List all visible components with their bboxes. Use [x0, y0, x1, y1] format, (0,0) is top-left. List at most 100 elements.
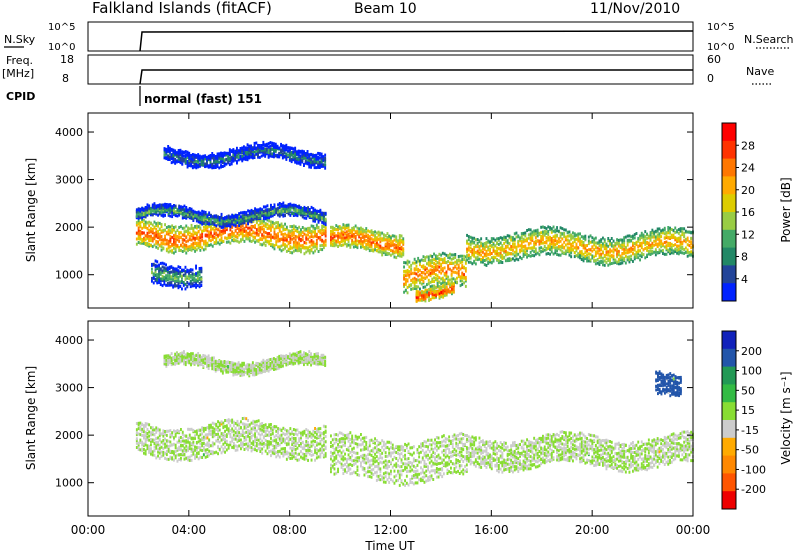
velocity-data-layer — [135, 350, 694, 487]
x-tick-label: 12:00 — [373, 523, 408, 537]
y-tick-label: 1000 — [55, 269, 83, 282]
y-tick-label: 3000 — [55, 174, 83, 187]
nave-right-tick-top: 60 — [707, 53, 721, 66]
colorbar-swatch — [722, 348, 736, 368]
x-tick-label: 16:00 — [474, 523, 509, 537]
power-panel: Slant Range [km] 1000 2000 3000 4000 28 24 20… — [24, 112, 793, 309]
noise-left-tick-bottom: 10^0 — [48, 42, 75, 53]
y-tick-label: 4000 — [55, 334, 83, 347]
freq-left-tick-bottom: 8 — [62, 72, 69, 85]
colorbar-swatch — [722, 420, 736, 439]
colorbar-tick-label: 8 — [741, 251, 748, 264]
date-label: 11/Nov/2010 — [590, 1, 680, 17]
cpid-label: CPID — [6, 90, 35, 103]
power-band-3 — [466, 225, 694, 267]
colorbar-swatch — [722, 491, 736, 510]
colorbar-tick-label: 12 — [741, 228, 755, 241]
x-axis-ticks: 00:00 04:00 08:00 12:00 16:00 20:00 00:00 — [71, 113, 711, 537]
colorbar-tick-label: 50 — [741, 384, 755, 397]
x-axis-label: Time UT — [364, 539, 415, 553]
colorbar-tick-label: -200 — [741, 483, 766, 496]
colorbar-swatch — [722, 140, 736, 160]
colorbar-tick-label: -100 — [741, 463, 766, 476]
colorbar-tick-label: 15 — [741, 404, 755, 417]
velocity-colorbar-label: Velocity [m s⁻¹] — [779, 371, 793, 464]
power-ylabel: Slant Range [km] — [24, 158, 38, 262]
colorbar-tick-label: 28 — [741, 139, 755, 152]
station-title: Falkland Islands (fitACF) — [92, 0, 272, 17]
noise-right-tick-bottom: 10^0 — [707, 42, 734, 53]
x-tick-label: 08:00 — [272, 523, 307, 537]
power-band-7 — [415, 280, 455, 303]
colorbar-swatch — [722, 283, 736, 302]
cpid-value: normal (fast) 151 — [144, 92, 262, 106]
power-colorbar-label: Power [dB] — [779, 177, 793, 242]
noise-panel: N.Sky 10^5 10^0 10^5 10^0 N.Search — [4, 21, 794, 53]
power-band-5 — [163, 140, 327, 170]
colorbar-swatch — [722, 455, 736, 474]
x-tick-label: 04:00 — [172, 523, 207, 537]
freq-panel: Freq. [MHz] 18 8 60 0 Nave — [2, 53, 774, 85]
colorbar-swatch — [722, 473, 736, 492]
colorbar-swatch — [722, 265, 736, 284]
colorbar-tick-label: 200 — [741, 345, 762, 358]
colorbar-tick-label: -50 — [741, 444, 759, 457]
power-colorbar: 28 24 20 16 12 8 4 — [721, 122, 755, 302]
velocity-colorbar: 200 100 50 15 -15 -50 -100 -200 — [721, 330, 766, 510]
colorbar-swatch — [722, 437, 736, 457]
x-tick-label: 00:00 — [71, 523, 106, 537]
colorbar-swatch — [722, 194, 736, 213]
freq-label-1: Freq. — [6, 54, 33, 67]
colorbar-swatch — [722, 247, 736, 266]
velocity-band-3 — [163, 350, 327, 378]
velocity-panel: Slant Range [km] 1000 2000 3000 4000 200 100… — [24, 320, 793, 517]
nave-label: Nave — [746, 65, 774, 78]
y-tick-label: 2000 — [55, 429, 83, 442]
velocity-band-2 — [466, 430, 694, 474]
colorbar-tick-label: 4 — [741, 273, 748, 286]
noise-sky-trace — [139, 30, 694, 52]
colorbar-tick-label: 24 — [741, 162, 755, 175]
colorbar-swatch — [722, 402, 736, 421]
beam-label: Beam 10 — [354, 1, 417, 17]
colorbar-swatch — [722, 366, 736, 385]
x-tick-label: 00:00 — [676, 523, 711, 537]
noise-right-tick-top: 10^5 — [707, 22, 734, 33]
noise-left-tick-top: 10^5 — [48, 22, 75, 33]
power-band-1 — [330, 223, 405, 260]
colorbar-swatch — [722, 212, 736, 231]
freq-label-2: [MHz] — [2, 67, 34, 80]
colorbar-swatch — [722, 331, 736, 350]
colorbar-swatch — [722, 229, 736, 249]
velocity-ylabel: Slant Range [km] — [24, 366, 38, 470]
colorbar-swatch — [722, 158, 736, 177]
x-tick-label: 20:00 — [575, 523, 610, 537]
velocity-y-ticks: 1000 2000 3000 4000 — [55, 334, 693, 490]
y-tick-label: 2000 — [55, 221, 83, 234]
freq-trace — [139, 69, 693, 85]
y-tick-label: 4000 — [55, 126, 83, 139]
freq-left-tick-top: 18 — [60, 53, 74, 66]
colorbar-swatch — [722, 176, 736, 195]
y-tick-label: 3000 — [55, 382, 83, 395]
colorbar-tick-label: -15 — [741, 424, 759, 437]
colorbar-frame — [721, 330, 737, 510]
nave-right-tick-bottom: 0 — [707, 72, 714, 85]
velocity-band-1 — [330, 431, 468, 487]
velocity-band-4 — [655, 370, 682, 398]
power-data-layer — [135, 140, 694, 303]
colorbar-swatch — [722, 123, 736, 142]
colorbar-tick-label: 20 — [741, 184, 755, 197]
colorbar-swatch — [722, 384, 736, 403]
power-band-2 — [403, 251, 467, 295]
velocity-band-0 — [135, 416, 327, 463]
noise-search-label: N.Search — [744, 33, 794, 46]
power-band-4 — [135, 201, 327, 229]
colorbar-tick-label: 16 — [741, 206, 755, 219]
colorbar-tick-label: 100 — [741, 365, 762, 378]
noise-sky-label: N.Sky — [4, 33, 36, 46]
power-y-ticks: 1000 2000 3000 4000 — [55, 126, 693, 282]
y-tick-label: 1000 — [55, 477, 83, 490]
power-band-6 — [151, 259, 203, 291]
